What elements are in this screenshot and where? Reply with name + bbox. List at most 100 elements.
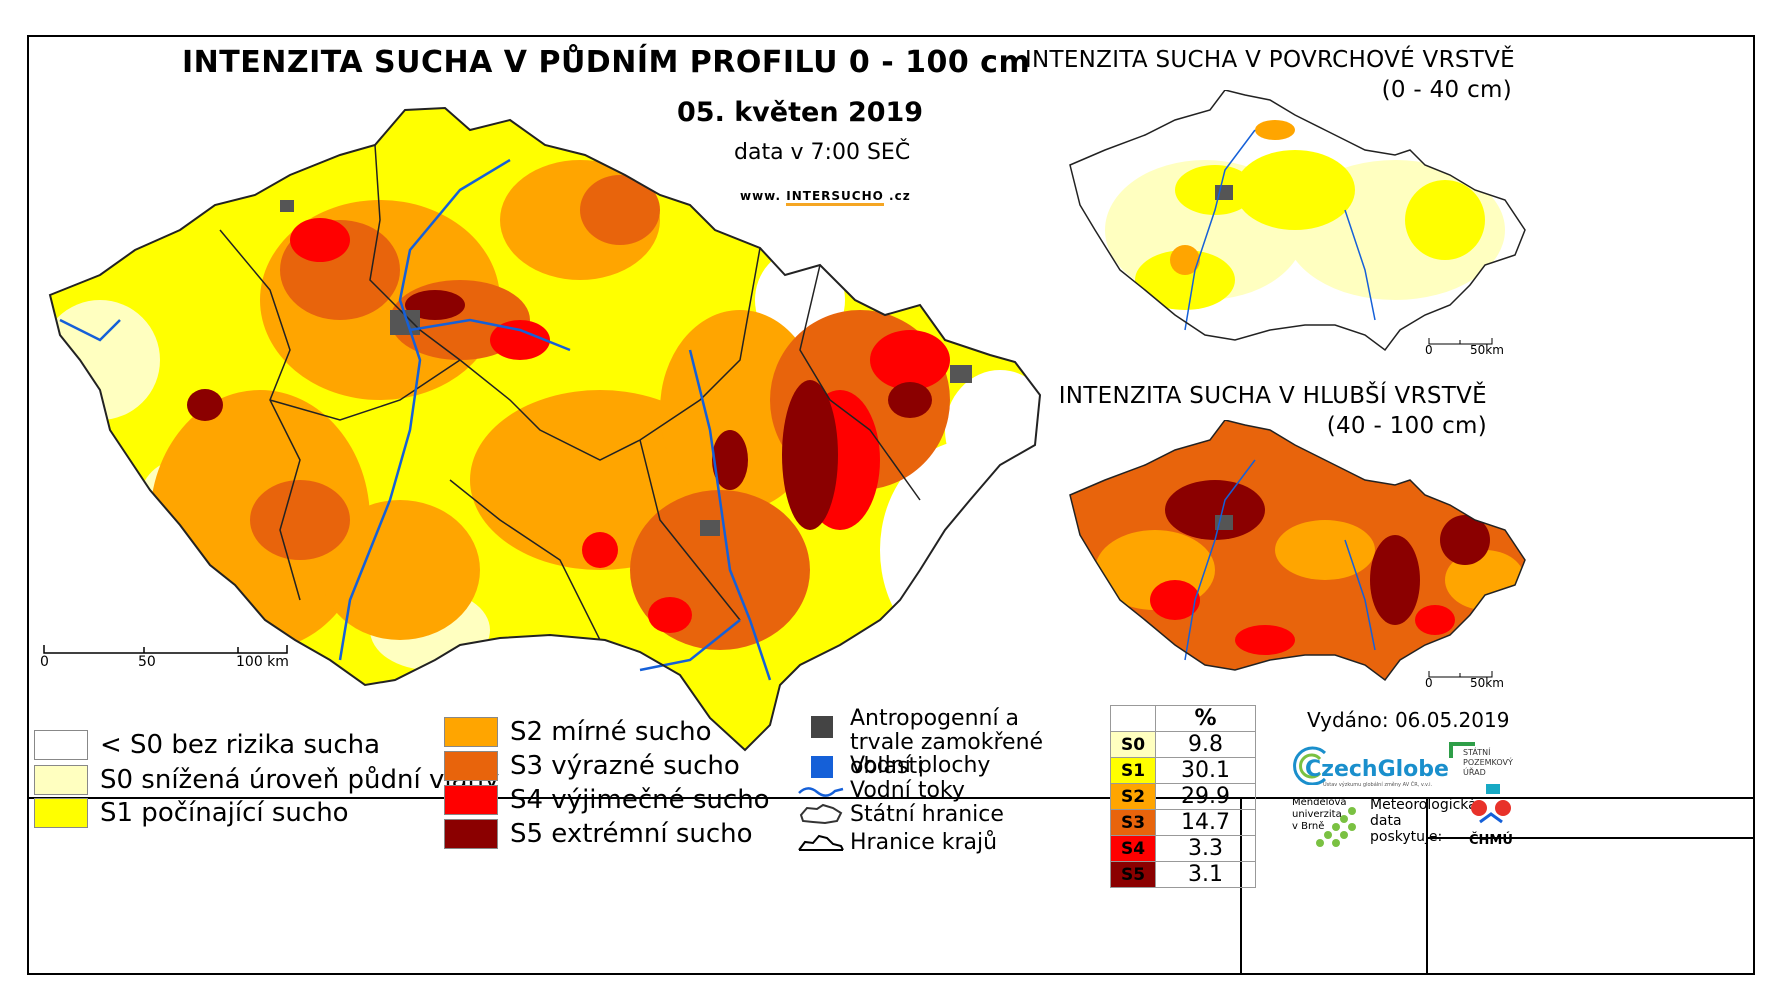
chmu-logo-text: ČHMÚ — [1469, 833, 1513, 848]
intersucho-url: www. INTERSUCHO .cz — [740, 189, 911, 206]
symbol-region-border-label: Hranice krajů — [850, 830, 998, 855]
legend-class-s2: S2 mírné sucho — [444, 717, 712, 747]
legend-label: S3 výrazné sucho — [510, 751, 740, 781]
table-cell-value: 3.3 — [1155, 835, 1256, 862]
met-line-2: data — [1370, 813, 1402, 829]
legend-swatch — [34, 765, 88, 795]
inset-top-title: INTENZITA SUCHA V POVRCHOVÉ VRSTVĚ — [1024, 47, 1515, 73]
map-frame — [27, 35, 1755, 975]
legend-label: S1 počínající sucho — [100, 798, 349, 828]
table-cell-class: S5 — [1110, 861, 1156, 888]
spu-logo-text: STÁTNÍ POZEMKOVÝ ÚŘAD — [1463, 748, 1513, 778]
table-cell-class: S2 — [1110, 783, 1156, 810]
legend-swatch — [444, 785, 498, 815]
url-suffix: .cz — [889, 189, 911, 203]
region-border-icon — [798, 834, 844, 851]
met-data-text: Meteorologická data poskytuje: — [1370, 797, 1477, 845]
legend-swatch — [34, 730, 88, 760]
legend-class-s5: S5 extrémní sucho — [444, 819, 753, 849]
legend-class-s3: S3 výrazné sucho — [444, 751, 740, 781]
legend-label: < S0 bez rizika sucha — [100, 730, 381, 760]
inset-top-map — [1069, 90, 1526, 352]
legend-swatch — [34, 798, 88, 828]
table-cell-value: 3.1 — [1155, 861, 1256, 888]
main-map-date: 05. květen 2019 — [677, 97, 924, 128]
legend-swatch — [444, 717, 498, 747]
met-line-1: Meteorologická — [1370, 797, 1477, 813]
inset-bottom-subtitle: (40 - 100 cm) — [1326, 413, 1487, 439]
inset-bottom-scale-0: 0 — [1425, 676, 1433, 690]
table-cell-class: S4 — [1110, 835, 1156, 862]
table-cell-value: 14.7 — [1155, 809, 1256, 836]
legend-label: S2 mírné sucho — [510, 717, 712, 747]
table-row: S1 30.1 — [1110, 757, 1256, 784]
divider-table-logos — [1426, 797, 1428, 975]
legend-swatch — [444, 819, 498, 849]
state-border-icon — [799, 803, 843, 825]
divider-issued — [1426, 837, 1755, 839]
mendel-logo-text: Mendelova univerzita v Brně — [1292, 797, 1347, 833]
main-scale-100: 100 km — [236, 654, 289, 670]
legend-label: S5 extrémní sucho — [510, 819, 753, 849]
river-line-icon — [798, 787, 844, 797]
table-cell-class: S3 — [1110, 809, 1156, 836]
main-scale-0: 0 — [40, 654, 49, 670]
legend-class-s4: S4 výjimečné sucho — [444, 785, 770, 815]
symbol-state-border-label: Státní hranice — [850, 802, 1004, 827]
spu-line-1: STÁTNÍ — [1463, 748, 1491, 757]
inset-top-scale-0: 0 — [1425, 343, 1433, 357]
inset-top-scale-bar — [1428, 338, 1493, 345]
legend-label: S4 výjimečné sucho — [510, 785, 770, 815]
legend-class-s1: S1 počínající sucho — [34, 798, 349, 828]
table-header-row: % — [1110, 705, 1256, 732]
blue-square-icon — [811, 756, 833, 778]
table-header-percent: % — [1155, 705, 1256, 732]
legend-swatch — [444, 751, 498, 781]
table-row: S2 29.9 — [1110, 783, 1256, 810]
symbol-rivers-label: Vodní toky — [850, 778, 965, 803]
inset-bottom-map — [1069, 420, 1526, 682]
czechglobe-subtitle: Ústav výzkumu globální změny AV ČR, v.v.… — [1323, 782, 1433, 788]
inset-top-subtitle: (0 - 40 cm) — [1381, 77, 1512, 103]
url-prefix: www. — [740, 189, 782, 203]
table-row: S4 3.3 — [1110, 835, 1256, 862]
dark-square-icon — [811, 716, 833, 738]
issued-date: Vydáno: 06.05.2019 — [1307, 708, 1510, 732]
table-cell-value: 30.1 — [1155, 757, 1256, 784]
legend-class-below-s0: < S0 bez rizika sucha — [34, 730, 380, 760]
inset-bottom-scale-50: 50km — [1470, 676, 1504, 690]
table-cell-class: S1 — [1110, 757, 1156, 784]
spu-logo-icon — [1449, 742, 1475, 758]
table-row: S3 14.7 — [1110, 809, 1256, 836]
drought-percent-table: % S0 9.8 S1 30.1 S2 29.9 S3 14.7 S4 3.3 … — [1110, 705, 1256, 888]
spu-line-3: ÚŘAD — [1463, 768, 1486, 777]
mendel-line-3: v Brně — [1292, 821, 1325, 832]
main-map-time: data v 7:00 SEČ — [734, 140, 911, 165]
legend-class-s0: S0 snížená úroveň půdní vláhy — [34, 765, 499, 795]
czechglobe-logo-icon — [1293, 746, 1327, 785]
mendel-line-2: univerzita — [1292, 809, 1342, 820]
url-brand: INTERSUCHO — [786, 189, 884, 206]
inset-bottom-title: INTENZITA SUCHA V HLUBŠÍ VRSTVĚ — [1058, 383, 1487, 409]
main-drought-map — [48, 106, 1042, 752]
table-row: S0 9.8 — [1110, 731, 1256, 758]
symbol-anthropogenic-label: Antropogenní a trvale zamokřené oblasti — [850, 706, 1044, 779]
spu-line-2: POZEMKOVÝ — [1463, 758, 1513, 767]
table-cell-value: 9.8 — [1155, 731, 1256, 758]
inset-top-scale-50: 50km — [1470, 343, 1504, 357]
chmu-logo-icon — [1471, 784, 1511, 824]
mendel-logo-icon — [1316, 807, 1356, 847]
mendel-line-1: Mendelova — [1292, 797, 1347, 808]
symbol-water-bodies-label: Vodní plochy — [850, 753, 991, 778]
main-map-title: INTENZITA SUCHA V PŮDNÍM PROFILU 0 - 100… — [182, 45, 1031, 80]
legend-label: S0 snížená úroveň půdní vláhy — [100, 765, 500, 795]
inset-bottom-scale-bar — [1428, 671, 1493, 678]
met-line-3: poskytuje: — [1370, 829, 1443, 845]
table-row: S5 3.1 — [1110, 861, 1256, 888]
table-cell-class: S0 — [1110, 731, 1156, 758]
czechglobe-logo-text: CzechGlobe — [1305, 757, 1449, 782]
main-scale-bar — [43, 645, 288, 654]
table-cell-value: 29.9 — [1155, 783, 1256, 810]
main-scale-50: 50 — [138, 654, 156, 670]
legend-divider — [27, 797, 1755, 799]
